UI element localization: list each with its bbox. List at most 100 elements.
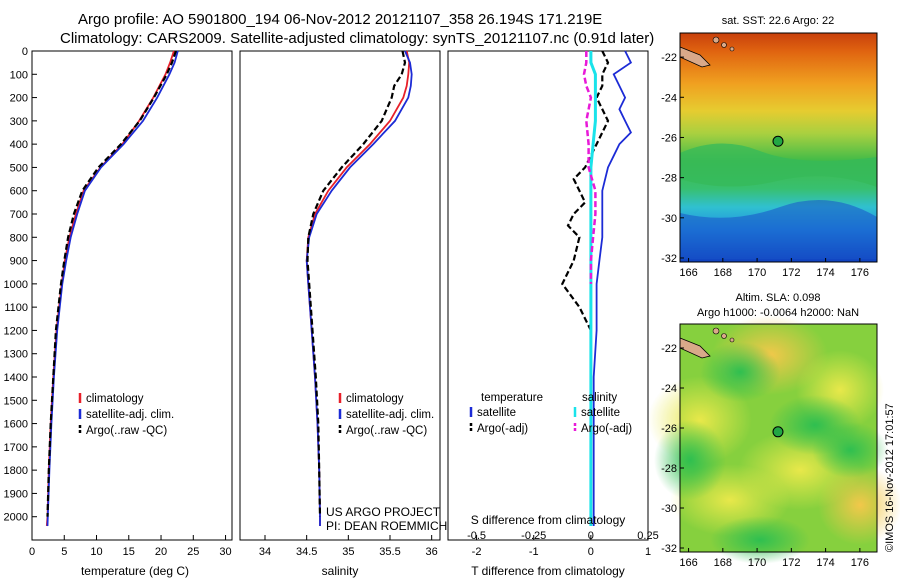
pi-annotation: PI: DEAN ROEMMICH [326, 519, 447, 533]
x-tick-label: 25 [187, 546, 199, 558]
land-island [712, 36, 720, 44]
temperature-argo-line [46, 50, 177, 517]
diff-legend-header-salinity: salinity [582, 392, 617, 404]
y-tick-label: 200 [10, 93, 28, 105]
y-tick-label: 0 [22, 46, 28, 58]
y-tick-label: 100 [10, 69, 28, 81]
x-tick-label: 35 [342, 546, 354, 558]
x-tick-label: 36 [426, 546, 438, 558]
sst-eddy-band [680, 143, 877, 187]
y-tick-label: 2000 [4, 512, 28, 524]
land-island [721, 333, 727, 339]
y-tick-label: 1000 [4, 279, 28, 291]
salinity-legend-satellite-label: satellite-adj. clim. [346, 409, 434, 421]
x-tick-label: 34 [259, 546, 271, 558]
y-tick-label: 1400 [4, 372, 28, 384]
y-tick-label: 1700 [4, 442, 28, 454]
y-tick-label: 1100 [4, 302, 28, 314]
salinity-xlabel: salinity [322, 564, 359, 578]
x-tick-label: -2 [472, 546, 482, 558]
map-y-tick-label: -22 [661, 343, 677, 355]
salinity-panel: 34 34.5 35 35.5 36 climatology satellite-adj. … [239, 50, 441, 558]
map-x-tick-label: 166 [679, 557, 697, 569]
temperature-panel: 0 5 10 15 20 25 300100200300400500600700800900… [4, 46, 233, 558]
y-tick-label: 1200 [4, 325, 28, 337]
temperature-xlabel: temperature (deg C) [81, 564, 189, 578]
diff-legend-header-temperature: temperature [481, 392, 543, 404]
map-x-tick-label: 172 [782, 267, 800, 279]
temperature-legend-climatology-label: climatology [86, 393, 144, 405]
x-tick-label: -1 [529, 546, 539, 558]
y-tick-label: 1800 [4, 465, 28, 477]
x-tick-label: 30 [219, 546, 231, 558]
y-tick-label: 300 [10, 116, 28, 128]
top-tick-label: 0 [588, 530, 594, 542]
plot-frame [447, 50, 649, 541]
y-tick-label: 900 [10, 256, 28, 268]
top-tick-label: -0.5 [467, 530, 486, 542]
sst-cold-band [680, 199, 877, 259]
float-position-marker [772, 426, 784, 438]
map-x-tick-label: 170 [748, 267, 766, 279]
x-tick-label: 0 [588, 546, 594, 558]
map-x-tick-label: 170 [748, 557, 766, 569]
top-tick-label: 0.25 [637, 530, 658, 542]
y-tick-label: 1300 [4, 349, 28, 361]
map-y-tick-label: -22 [661, 52, 677, 64]
y-tick-label: 500 [10, 162, 28, 174]
diff-legend-salinity-argo-label: Argo(-adj) [581, 423, 632, 435]
land-island [729, 46, 735, 52]
map-x-tick-label: 166 [679, 267, 697, 279]
land-island [721, 42, 727, 48]
top-tick-label: -0.25 [521, 530, 546, 542]
map-frame [679, 323, 878, 553]
x-tick-label: 15 [123, 546, 135, 558]
temperature-satellite-line [46, 50, 179, 527]
x-tick-label: 35.5 [379, 546, 400, 558]
sla-map: 166 168 170 172 174 176 -22 -24 -26 -28 -30 -32 [648, 315, 900, 569]
map-y-tick-label: -32 [661, 253, 677, 265]
map-y-tick-label: -24 [661, 92, 677, 104]
map-y-tick-label: -32 [661, 543, 677, 555]
salinity-satellite-line [305, 50, 413, 526]
diff-legend-temperature-satellite-label: satellite [477, 407, 516, 419]
project-annotation: US ARGO PROJECT [326, 505, 441, 519]
y-tick-label: 600 [10, 186, 28, 198]
plot-frame [239, 50, 441, 541]
x-tick-label: 34.5 [296, 546, 317, 558]
difference-top-xlabel: S difference from climatology [471, 513, 626, 527]
land-island [712, 327, 720, 335]
diff-legend-temperature-argo-label: Argo(-adj) [477, 423, 528, 435]
sla-map-title-line1: Altim. SLA: 0.098 [736, 292, 821, 304]
diff-temperature-satellite-line [592, 50, 633, 526]
float-position-marker [772, 135, 784, 147]
map-x-tick-label: 168 [714, 267, 732, 279]
sla-anomaly-blob [812, 422, 888, 478]
sst-map-title: sat. SST: 22.6 Argo: 22 [722, 15, 835, 27]
y-tick-label: 1900 [4, 488, 28, 500]
sla-anomaly-blob [818, 465, 900, 545]
map-x-tick-label: 172 [782, 557, 800, 569]
map-x-tick-label: 176 [851, 267, 869, 279]
y-tick-label: 700 [10, 209, 28, 221]
map-y-tick-label: -26 [661, 423, 677, 435]
map-y-tick-label: -26 [661, 132, 677, 144]
imos-stamp: ©IMOS 16-Nov-2012 17:01:57 [884, 403, 896, 552]
sla-map-title-line2: Argo h1000: -0.0064 h2000: NaN [697, 307, 859, 319]
x-tick-label: 20 [155, 546, 167, 558]
difference-xlabel: T difference from climatology [471, 564, 625, 578]
sla-anomaly-blob [700, 342, 780, 402]
sst-map: 166 168 170 172 174 176 -22 -24 -26 -28 -30 -32 [661, 32, 878, 279]
map-y-tick-label: -28 [661, 463, 677, 475]
map-x-tick-label: 174 [816, 267, 834, 279]
y-tick-label: 1600 [4, 419, 28, 431]
salinity-argo-line [306, 50, 407, 517]
figure-title-line1: Argo profile: AO 5901800_194 06-Nov-2012… [78, 11, 602, 28]
map-y-tick-label: -28 [661, 173, 677, 185]
land-island [729, 337, 735, 343]
map-y-tick-label: -30 [661, 213, 677, 225]
x-tick-label: 10 [90, 546, 102, 558]
y-tick-label: 400 [10, 139, 28, 151]
x-tick-label: 5 [61, 546, 67, 558]
